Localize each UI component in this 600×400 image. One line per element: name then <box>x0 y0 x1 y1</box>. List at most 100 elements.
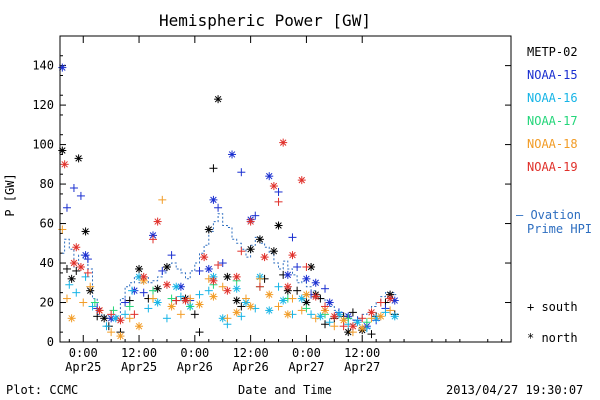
x-tick-label-time: 0:00 <box>180 346 209 360</box>
legend-entry: NOAA-18 <box>527 137 578 151</box>
noaa-17-south-point <box>125 302 134 311</box>
noaa-18-north-point <box>167 302 176 311</box>
marker-stroke <box>307 263 315 271</box>
noaa-19-north-point <box>260 253 269 262</box>
noaa-19-north-point <box>288 251 297 260</box>
metp-02-north-point <box>274 221 283 230</box>
noaa-18-south-point <box>218 282 227 291</box>
marker-stroke <box>77 263 85 271</box>
y-tick-label: 0 <box>47 335 54 349</box>
metp-02-north-point <box>214 95 223 104</box>
noaa-16-south-point <box>195 290 204 299</box>
marker-stroke <box>345 328 352 336</box>
marker-stroke <box>303 299 310 306</box>
noaa-16-south-point <box>128 286 137 295</box>
noaa-16-south-point <box>274 282 283 291</box>
marker-stroke <box>377 313 385 320</box>
noaa-15-north-point <box>311 278 320 287</box>
metp-02-north-point <box>74 154 83 163</box>
marker-stroke <box>135 322 143 330</box>
marker-stroke <box>163 281 171 288</box>
noaa-18-south-point <box>330 322 339 331</box>
noaa-19-north-point <box>283 282 292 291</box>
noaa-16-south-point <box>121 310 130 319</box>
plot-timestamp: 2013/04/27 19:30:07 <box>446 383 584 397</box>
marker-stroke <box>368 309 375 316</box>
noaa-17-south-point <box>90 298 99 307</box>
noaa-19-north-point <box>139 272 148 281</box>
metp-02-north-point <box>269 247 278 256</box>
marker-stroke <box>326 299 333 306</box>
metp-02-south-point <box>72 266 81 275</box>
noaa-16-north-point <box>390 312 399 321</box>
marker-stroke <box>210 293 217 300</box>
x-tick-label-date: Apr26 <box>177 360 213 374</box>
marker-stroke <box>68 275 75 283</box>
noaa-19-north-point <box>297 176 306 185</box>
noaa-18-south-point <box>386 306 395 315</box>
marker-stroke <box>196 301 203 308</box>
marker-stroke <box>135 273 143 281</box>
noaa-19-north-point <box>269 182 278 191</box>
metp-02-south-point <box>348 308 357 317</box>
noaa-19-north-point <box>367 308 376 317</box>
marker-stroke <box>284 283 292 290</box>
metp-02-south-point <box>293 286 302 295</box>
noaa-15-north-point <box>265 172 274 181</box>
y-axis-ticks: 0 20 40 60 80 100 120 140 <box>32 55 511 349</box>
metp-02-north-point <box>204 225 213 234</box>
noaa-19-north-point <box>76 262 85 271</box>
noaa-19-south-point <box>302 262 311 271</box>
marker-stroke <box>210 277 217 285</box>
metp-02-south-point <box>321 320 330 329</box>
noaa-19-south-point <box>274 197 283 206</box>
marker-stroke <box>224 273 231 281</box>
noaa-18-north-point <box>209 292 218 301</box>
noaa-19-south-point <box>255 282 264 291</box>
chart-title: Hemispheric Power [GW] <box>159 11 371 30</box>
noaa-19-north-point <box>200 253 209 262</box>
y-tick-label: 140 <box>32 59 54 73</box>
noaa-15-south-point <box>321 284 330 293</box>
x-tick-label-time: 12:00 <box>233 346 269 360</box>
marker-stroke <box>70 259 78 267</box>
marker-stroke <box>140 273 147 281</box>
noaa-19-south-point <box>172 296 181 305</box>
noaa-16-south-point <box>176 292 185 301</box>
noaa-19-north-point <box>330 312 339 321</box>
noaa-15-north-point <box>204 264 213 273</box>
metp-02-south-point <box>367 330 376 339</box>
noaa-18-north-point <box>283 310 292 319</box>
x-tick-label-date: Apr25 <box>121 360 157 374</box>
marker-stroke <box>303 275 310 283</box>
legend-entry: METP-02 <box>527 45 578 59</box>
noaa-19-north-point <box>95 306 104 315</box>
metp-02-north-point <box>67 274 76 283</box>
noaa-19-south-point <box>376 298 385 307</box>
noaa-18-north-point <box>265 290 274 299</box>
metp-02-south-point <box>209 164 218 173</box>
metp-02-north-point <box>135 264 144 273</box>
noaa-19-north-point <box>311 292 320 301</box>
legend-ovation-line1: — Ovation <box>516 208 581 222</box>
marker-stroke <box>298 176 306 184</box>
metp-02-south-point <box>93 312 102 321</box>
metp-02-north-point <box>162 262 171 271</box>
noaa-19-north-point <box>279 138 288 147</box>
legend-south-marker: + south <box>527 300 578 314</box>
marker-stroke <box>247 303 254 310</box>
noaa-16-north-point <box>279 296 288 305</box>
noaa-16-south-point <box>204 286 213 295</box>
noaa-19-north-point <box>116 316 125 325</box>
noaa-17-south-point <box>148 286 157 295</box>
marker-stroke <box>205 265 213 273</box>
noaa-18-north-point <box>358 324 367 333</box>
noaa-15-north-point <box>228 150 237 159</box>
marker-stroke <box>182 297 189 304</box>
marker-stroke <box>117 332 124 340</box>
x-tick-label-date: Apr25 <box>65 360 101 374</box>
noaa-15-south-point <box>76 191 85 200</box>
noaa-16-south-point <box>102 322 111 331</box>
noaa-18-south-point <box>79 298 88 307</box>
marker-stroke <box>270 247 278 255</box>
